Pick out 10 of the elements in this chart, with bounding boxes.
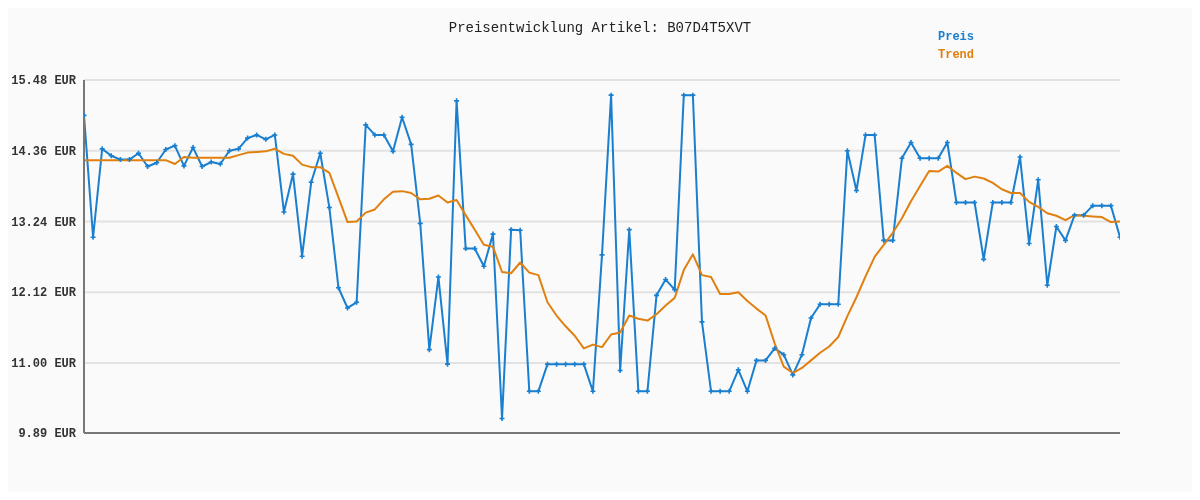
chart-title: Preisentwicklung Artikel: B07D4T5XVT (448, 20, 752, 36)
y-tick-label: 9.89 EUR (18, 427, 77, 442)
y-tick-label: 14.36 EUR (11, 144, 77, 159)
text: Trend (938, 47, 975, 64)
y-tick-label: 11.00 EUR (11, 357, 77, 372)
y-tick-label: 13.24 EUR (11, 215, 77, 230)
text: Preis (938, 29, 975, 46)
line-series (84, 147, 1120, 375)
y-tick-label: 12.12 EUR (11, 286, 77, 301)
y-tick-label: 15.48 EUR (11, 74, 77, 89)
